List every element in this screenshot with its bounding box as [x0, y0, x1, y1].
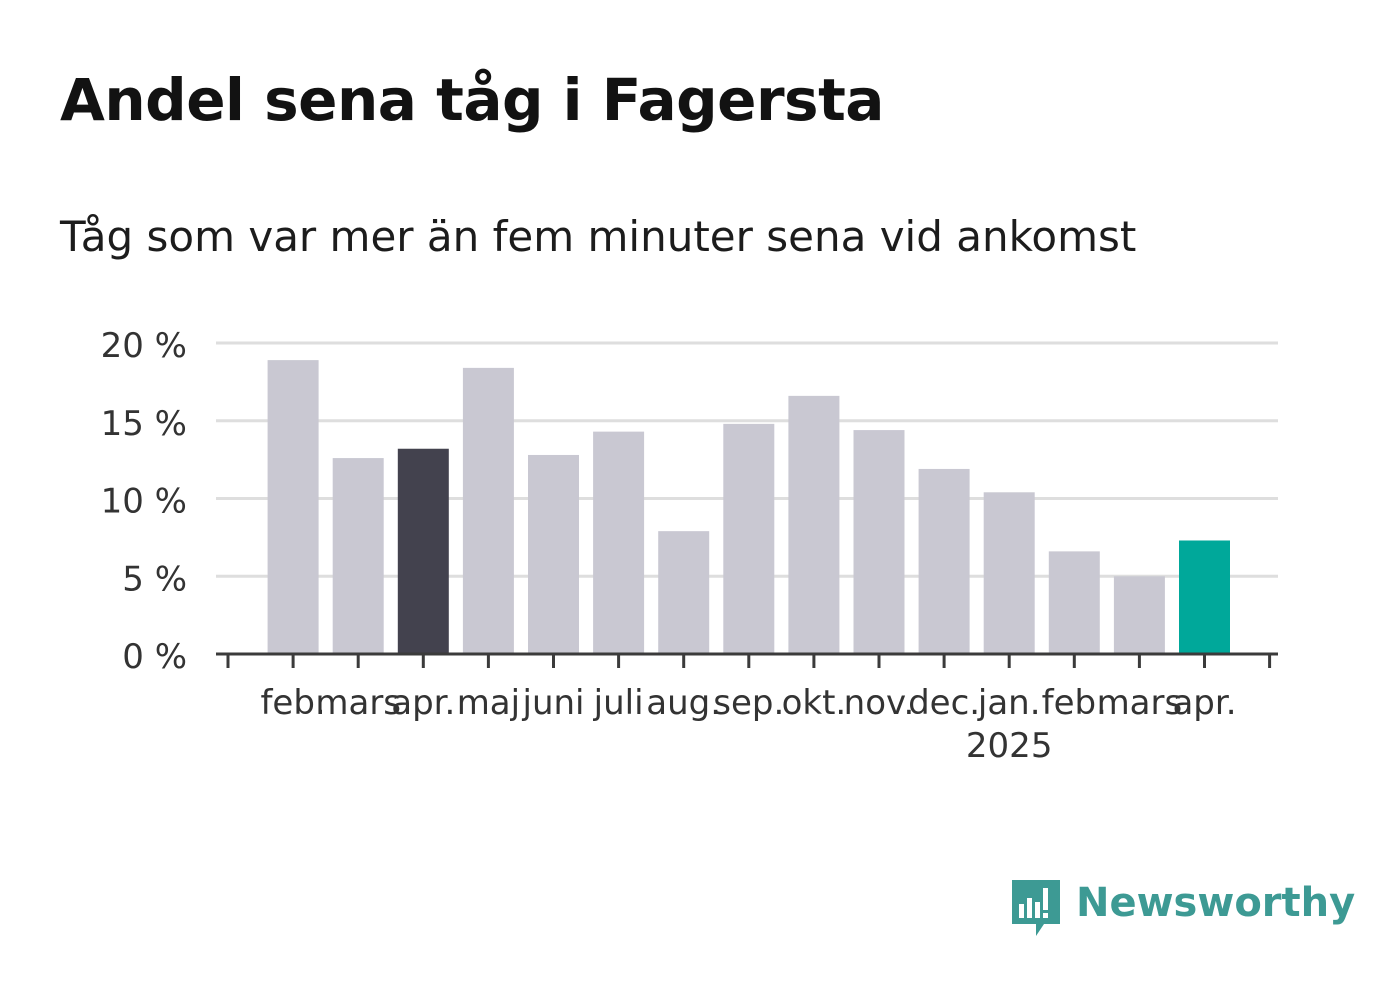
x-tick-label: sep.: [713, 683, 784, 723]
x-tick-label: aug.: [646, 683, 721, 723]
x-tick-label: mars: [315, 683, 401, 723]
bar-11: [918, 468, 970, 654]
newsworthy-bar-chart-icon: [1012, 880, 1060, 936]
x-tick-label: jan.: [977, 683, 1041, 723]
x-tick-label: okt.: [782, 683, 847, 723]
bar-14: [1113, 576, 1165, 654]
chart-title: Andel sena tåg i Fagersta: [60, 66, 884, 134]
bar-3: [397, 448, 449, 654]
brand-name: Newsworthy: [1076, 880, 1356, 926]
y-tick-label: 5 %: [122, 559, 187, 599]
newsworthy-logo: Newsworthy: [1010, 878, 1355, 940]
x-tick-label: feb.: [260, 683, 325, 723]
x-tick-label: apr.: [1172, 683, 1236, 723]
x-tick-label: maj: [457, 683, 520, 723]
x-tick-label: juni: [522, 683, 585, 723]
bar-8: [723, 423, 775, 654]
y-tick-label: 15 %: [101, 404, 187, 444]
bar-6: [593, 431, 645, 654]
bar-5: [528, 454, 579, 654]
bar-15: [1179, 540, 1230, 654]
bar-4: [462, 367, 514, 654]
x-tick-label: dec.: [908, 683, 980, 723]
y-tick-label: 10 %: [101, 482, 187, 522]
y-tick-label: 0 %: [122, 637, 187, 677]
x-tick-label: mars: [1097, 683, 1183, 723]
x-tick-label: apr.: [391, 683, 455, 723]
y-tick-label: 20 %: [101, 326, 187, 366]
x-year-label: 2025: [966, 726, 1053, 766]
bar-1: [267, 360, 319, 654]
x-tick-label: feb.: [1042, 683, 1107, 723]
bar-12: [983, 492, 1035, 654]
bar-2: [332, 458, 384, 654]
bar-7: [658, 531, 710, 654]
bar-13: [1048, 551, 1100, 654]
x-tick-label: nov.: [844, 683, 915, 723]
chart-subtitle: Tåg som var mer än fem minuter sena vid …: [60, 212, 1137, 261]
x-tick-label: juli: [593, 683, 644, 723]
bar-9: [788, 395, 840, 654]
bar-10: [853, 430, 905, 654]
